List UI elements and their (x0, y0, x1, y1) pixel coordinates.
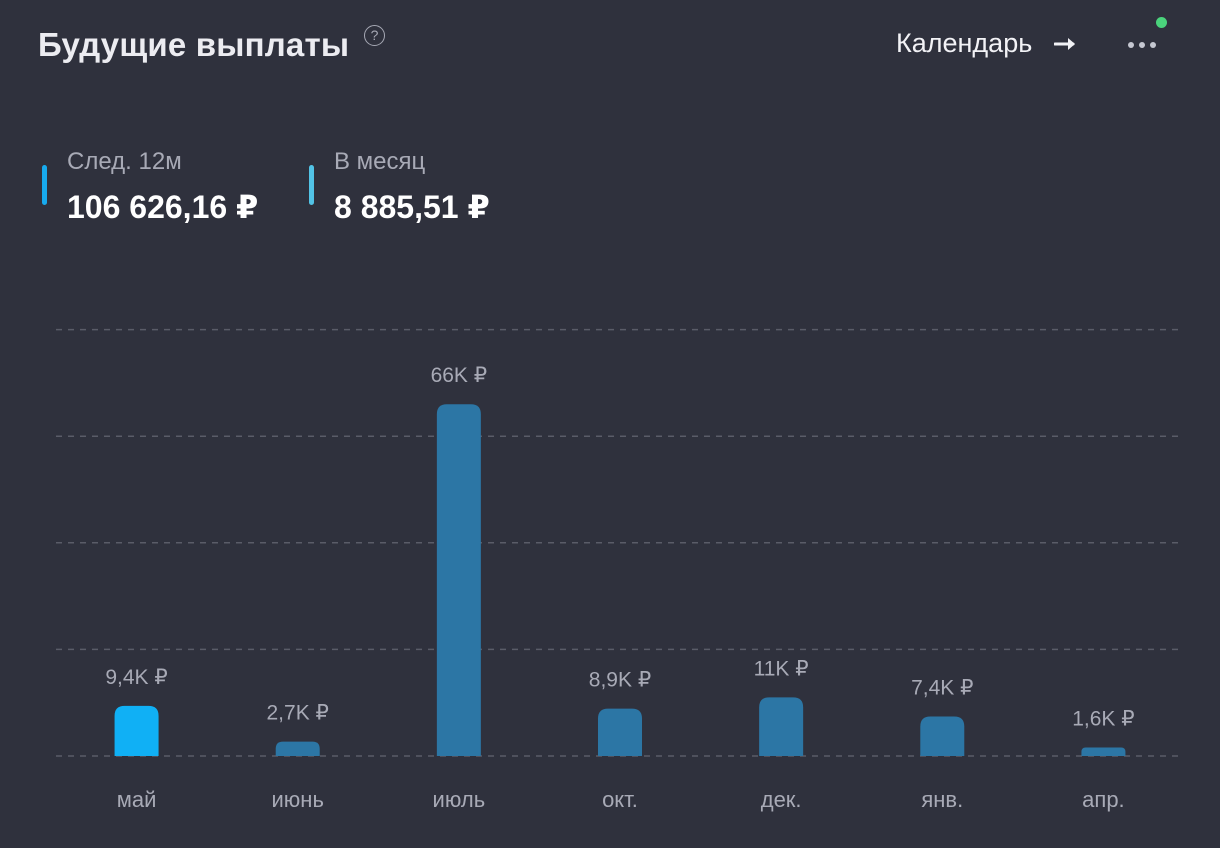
stat-per-month-marker (309, 165, 314, 205)
x-tick-label: май (117, 787, 157, 812)
stat-next-12m-caption: След. 12м (67, 148, 182, 175)
bar-value-label: 7,4K ₽ (911, 677, 973, 700)
bar-value-label: 2,7K ₽ (267, 702, 329, 725)
more-button[interactable] (1120, 30, 1164, 60)
bar-2[interactable] (275, 741, 320, 756)
arrow-right-icon (1054, 37, 1076, 50)
bar-1[interactable] (114, 705, 159, 756)
stat-next-12m-marker (42, 165, 47, 205)
bar-3[interactable] (436, 404, 481, 756)
bar-4[interactable] (598, 708, 642, 756)
stat-per-month-caption: В месяц (334, 148, 426, 175)
x-tick-label: июль (433, 787, 486, 812)
x-tick-label: окт. (602, 787, 638, 812)
calendar-link[interactable]: Календарь (896, 28, 1078, 59)
bar-7[interactable] (1081, 747, 1126, 756)
notification-dot (1156, 17, 1167, 28)
x-tick-label: янв. (921, 787, 963, 812)
stat-next-12m-value: 106 626,16 ₽ (67, 189, 259, 225)
more-horizontal-icon (1150, 42, 1156, 48)
question-circle-icon[interactable]: ? (364, 25, 385, 46)
stat-per-month-value: 8 885,51 ₽ (334, 189, 490, 225)
more-horizontal-icon (1128, 42, 1134, 48)
bar-value-label: 1,6K ₽ (1072, 707, 1134, 730)
more-horizontal-icon (1139, 42, 1145, 48)
x-tick-label: апр. (1082, 787, 1125, 812)
page-title: Будущие выплаты (38, 26, 350, 63)
bar-value-label: 9,4K ₽ (105, 666, 167, 689)
bar-value-label: 11K ₽ (754, 657, 809, 680)
bar-5[interactable] (759, 697, 804, 756)
calendar-link-label: Календарь (896, 28, 1033, 58)
bar-value-label: 8,9K ₽ (589, 669, 651, 692)
x-tick-label: июнь (272, 787, 324, 812)
bar-value-label: 66K ₽ (431, 364, 488, 387)
x-tick-label: дек. (761, 787, 802, 812)
bar-6[interactable] (920, 716, 965, 756)
